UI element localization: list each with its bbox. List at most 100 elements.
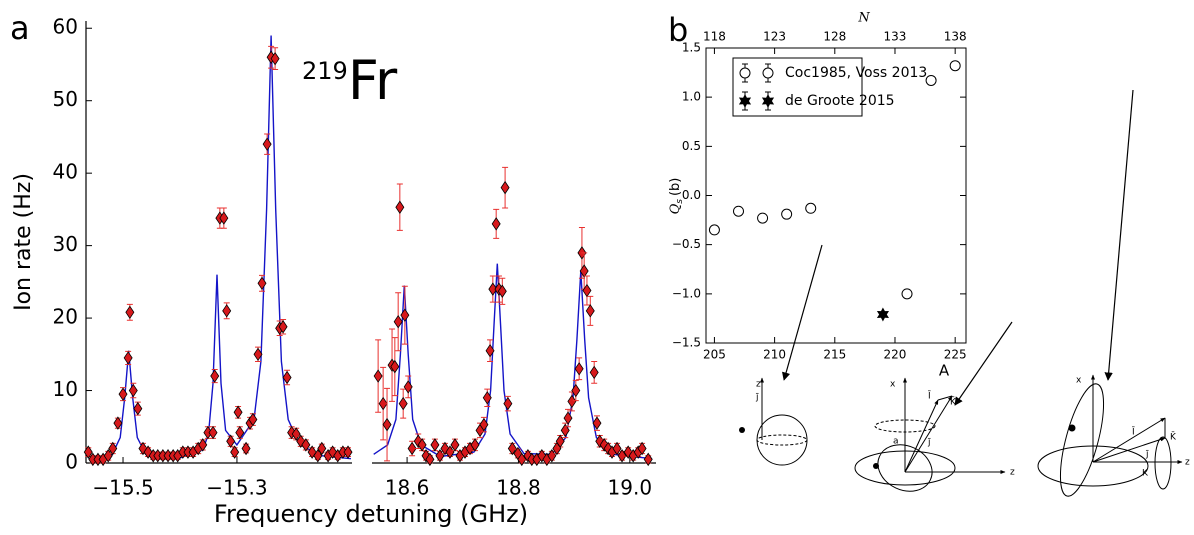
data-point	[417, 438, 427, 452]
diagram-label: j̄	[755, 393, 760, 403]
x-tick-label: 205	[703, 348, 726, 362]
data-point	[491, 217, 501, 231]
pointer-arrows	[782, 89, 1134, 406]
data-point	[382, 417, 392, 432]
diagram-label: j̄	[1145, 450, 1150, 460]
diagram-label: K̄	[1170, 431, 1177, 443]
y-label-subscript: s	[675, 199, 685, 204]
y-tick-label: −1.5	[672, 336, 701, 350]
data-point	[317, 441, 327, 456]
legend-label: de Groote 2015	[785, 93, 895, 109]
diagram-prolate: x Ī j̄ K̄ K z	[1037, 374, 1190, 497]
y-tick-label: 1.0	[682, 90, 701, 104]
x-axis-label: Frequency detuning (GHz)	[214, 500, 528, 528]
data-point	[222, 304, 232, 318]
y-label-symbol: Q	[668, 203, 683, 214]
data-point	[378, 396, 388, 411]
legend-marker	[739, 67, 751, 79]
x2-tick-label: 118	[703, 30, 726, 44]
data-point	[901, 288, 913, 300]
y-tick-label: 0.0	[682, 188, 701, 202]
x-tick-label: 19.0	[608, 476, 653, 500]
data-point	[262, 137, 272, 151]
data-point	[248, 412, 258, 427]
diagram-label: z	[756, 380, 761, 390]
x-tick-label: 220	[884, 348, 907, 362]
x-axis-label: A	[939, 362, 950, 380]
data-point	[373, 369, 383, 383]
data-point	[571, 383, 581, 398]
data-point	[507, 441, 517, 456]
y-tick-label: 40	[53, 160, 78, 184]
data-point	[226, 434, 236, 448]
data-point	[407, 441, 417, 456]
data-point	[567, 394, 577, 409]
data-point	[83, 445, 93, 459]
y-tick-label: 0	[65, 450, 78, 474]
panel-label: a	[10, 9, 30, 47]
diagram-label: z	[1185, 458, 1190, 468]
diagram-label: Ī	[1132, 427, 1135, 438]
legend-box	[732, 57, 863, 117]
data-point	[125, 305, 135, 320]
data-point	[470, 438, 480, 452]
data-point	[781, 208, 793, 220]
data-point	[574, 362, 584, 376]
data-point	[479, 417, 489, 432]
data-point	[282, 370, 292, 385]
data-point	[230, 445, 240, 459]
diagram-label: j̄	[927, 438, 932, 448]
data-point	[108, 441, 118, 456]
data-point	[617, 449, 627, 463]
data-point	[233, 405, 243, 419]
x-tick-label: 210	[763, 348, 786, 362]
data-point	[257, 276, 267, 291]
y-label-unit: (b)	[668, 178, 683, 196]
data-point	[430, 438, 440, 452]
y-tick-label: 20	[53, 305, 78, 329]
y-tick-label: 60	[53, 15, 78, 39]
diagram-label: K	[1142, 469, 1149, 479]
x2-tick-label: 138	[944, 30, 967, 44]
data-point	[488, 282, 498, 296]
data-point	[757, 212, 769, 224]
data-point	[592, 416, 602, 430]
y-tick-label: −0.5	[672, 237, 701, 251]
data-point	[876, 307, 889, 322]
diagram-label: K̄	[950, 396, 957, 408]
data-point	[301, 438, 311, 452]
fit-curve	[88, 35, 351, 460]
y-axis-label: Qs (b)	[668, 178, 685, 215]
data-point	[450, 438, 460, 452]
diagram-label: a	[893, 437, 899, 447]
data-point	[925, 74, 937, 86]
data-point	[390, 359, 400, 374]
data-point	[133, 401, 143, 416]
legend-label: Coc1985, Voss 2013	[785, 65, 927, 81]
data-point	[589, 365, 599, 380]
data-point	[485, 343, 495, 358]
legend-marker	[761, 94, 775, 108]
data-point	[560, 423, 570, 438]
x-tick-label: −15.5	[92, 476, 153, 500]
data-point	[241, 441, 251, 456]
data-point	[235, 425, 245, 440]
data-point	[582, 283, 592, 298]
legend-marker	[738, 94, 752, 108]
data-point	[555, 434, 565, 448]
x-tick-label: 215	[823, 348, 846, 362]
data-point	[398, 396, 408, 411]
element-symbol: Fr	[348, 49, 398, 112]
data-point	[291, 427, 301, 441]
y-axis-label: Ion rate (Hz)	[11, 173, 36, 311]
data-point	[210, 369, 220, 383]
diagram-label: Ī	[928, 391, 931, 402]
diagram-oblate: x Ī K̄ j̄ a z	[854, 377, 1015, 492]
x2-axis-label: N	[857, 11, 870, 26]
y-tick-label: 0.5	[682, 139, 701, 153]
data-point	[579, 264, 589, 278]
data-point	[497, 284, 507, 298]
data-point	[393, 314, 403, 329]
data-point	[113, 416, 123, 430]
mass-number: 219	[302, 57, 348, 85]
